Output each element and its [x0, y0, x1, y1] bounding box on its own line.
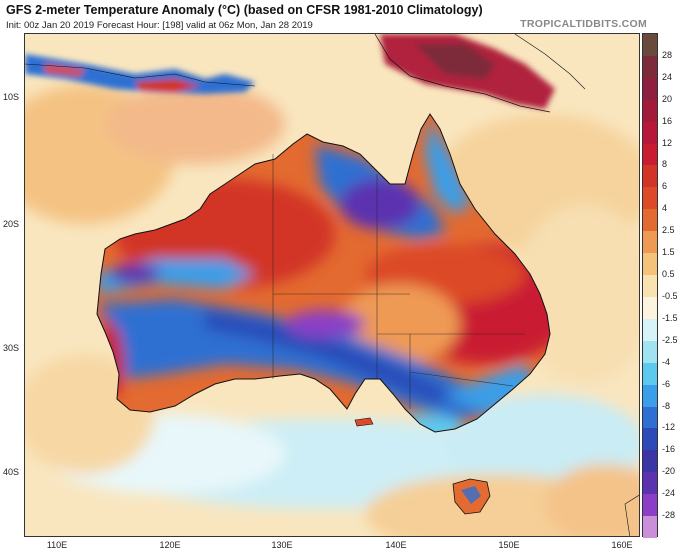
color-scale-segment — [643, 450, 657, 473]
color-scale-segment — [643, 99, 657, 123]
color-scale-segment — [643, 340, 657, 364]
color-scale-segment — [643, 165, 657, 188]
color-scale-bar — [642, 33, 658, 539]
color-scale-segment — [643, 275, 657, 298]
color-scale-label: -8 — [662, 400, 671, 411]
init-forecast-subtitle: Init: 00z Jan 20 2019 Forecast Hour: [19… — [6, 20, 313, 31]
color-scale-segment — [643, 318, 657, 342]
longitude-label: 120E — [159, 540, 181, 550]
color-scale-label: 24 — [662, 71, 673, 82]
color-scale-segment — [643, 253, 657, 276]
color-scale-segment — [643, 516, 657, 539]
color-scale-segment — [643, 362, 657, 386]
color-scale-label: -16 — [662, 444, 676, 455]
color-scale-segment — [643, 143, 657, 166]
color-scale-label: -20 — [662, 466, 676, 477]
color-scale-label: 4 — [662, 203, 668, 214]
latitude-label: 10S — [3, 92, 20, 102]
latitude-label: 30S — [3, 343, 20, 353]
longitude-label: 150E — [498, 540, 520, 550]
color-scale-label: -24 — [662, 488, 676, 499]
color-scale-label: -4 — [662, 356, 671, 367]
latitude-label: 20S — [3, 219, 20, 229]
color-scale-label: 12 — [662, 137, 673, 148]
color-scale-segment — [643, 494, 657, 517]
map-svg — [25, 34, 639, 536]
color-scale-segment — [643, 384, 657, 407]
color-scale-segment — [643, 77, 657, 101]
color-scale-segment — [643, 472, 657, 495]
color-scale-label: 20 — [662, 93, 673, 104]
color-scale-segment — [643, 406, 657, 429]
color-scale-segment — [643, 55, 657, 79]
color-scale-label: 0.5 — [662, 269, 675, 280]
latitude-label: 40S — [3, 467, 20, 477]
longitude-label: 130E — [271, 540, 293, 550]
color-scale-label: -2.5 — [662, 334, 678, 345]
color-scale-label: -28 — [662, 510, 676, 521]
longitude-label: 110E — [46, 540, 68, 550]
color-scale-label: -1.5 — [662, 312, 678, 323]
color-scale-label: 1.5 — [662, 247, 675, 258]
color-scale-segment — [643, 187, 657, 210]
longitude-label: 140E — [385, 540, 407, 550]
color-scale-segment — [643, 231, 657, 254]
color-scale-label: -12 — [662, 422, 676, 433]
color-scale-segment — [643, 209, 657, 232]
longitude-label: 160E — [611, 540, 633, 550]
color-scale-segment — [643, 121, 657, 145]
color-scale-label: 16 — [662, 115, 673, 126]
color-scale-label: 8 — [662, 159, 668, 170]
color-scale-label: 28 — [662, 49, 673, 60]
brand-watermark: TROPICALTIDBITS.COM — [520, 18, 647, 30]
color-scale-label: 6 — [662, 181, 668, 192]
color-scale-label: -6 — [662, 378, 671, 389]
anomaly-map — [24, 33, 640, 537]
color-scale-segment — [643, 296, 657, 320]
color-scale-segment — [643, 428, 657, 451]
color-scale-segment — [643, 34, 657, 57]
color-scale-label: -0.5 — [662, 290, 678, 301]
color-scale-label: 2.5 — [662, 225, 675, 236]
chart-title: GFS 2-meter Temperature Anomaly (°C) (ba… — [6, 3, 483, 17]
